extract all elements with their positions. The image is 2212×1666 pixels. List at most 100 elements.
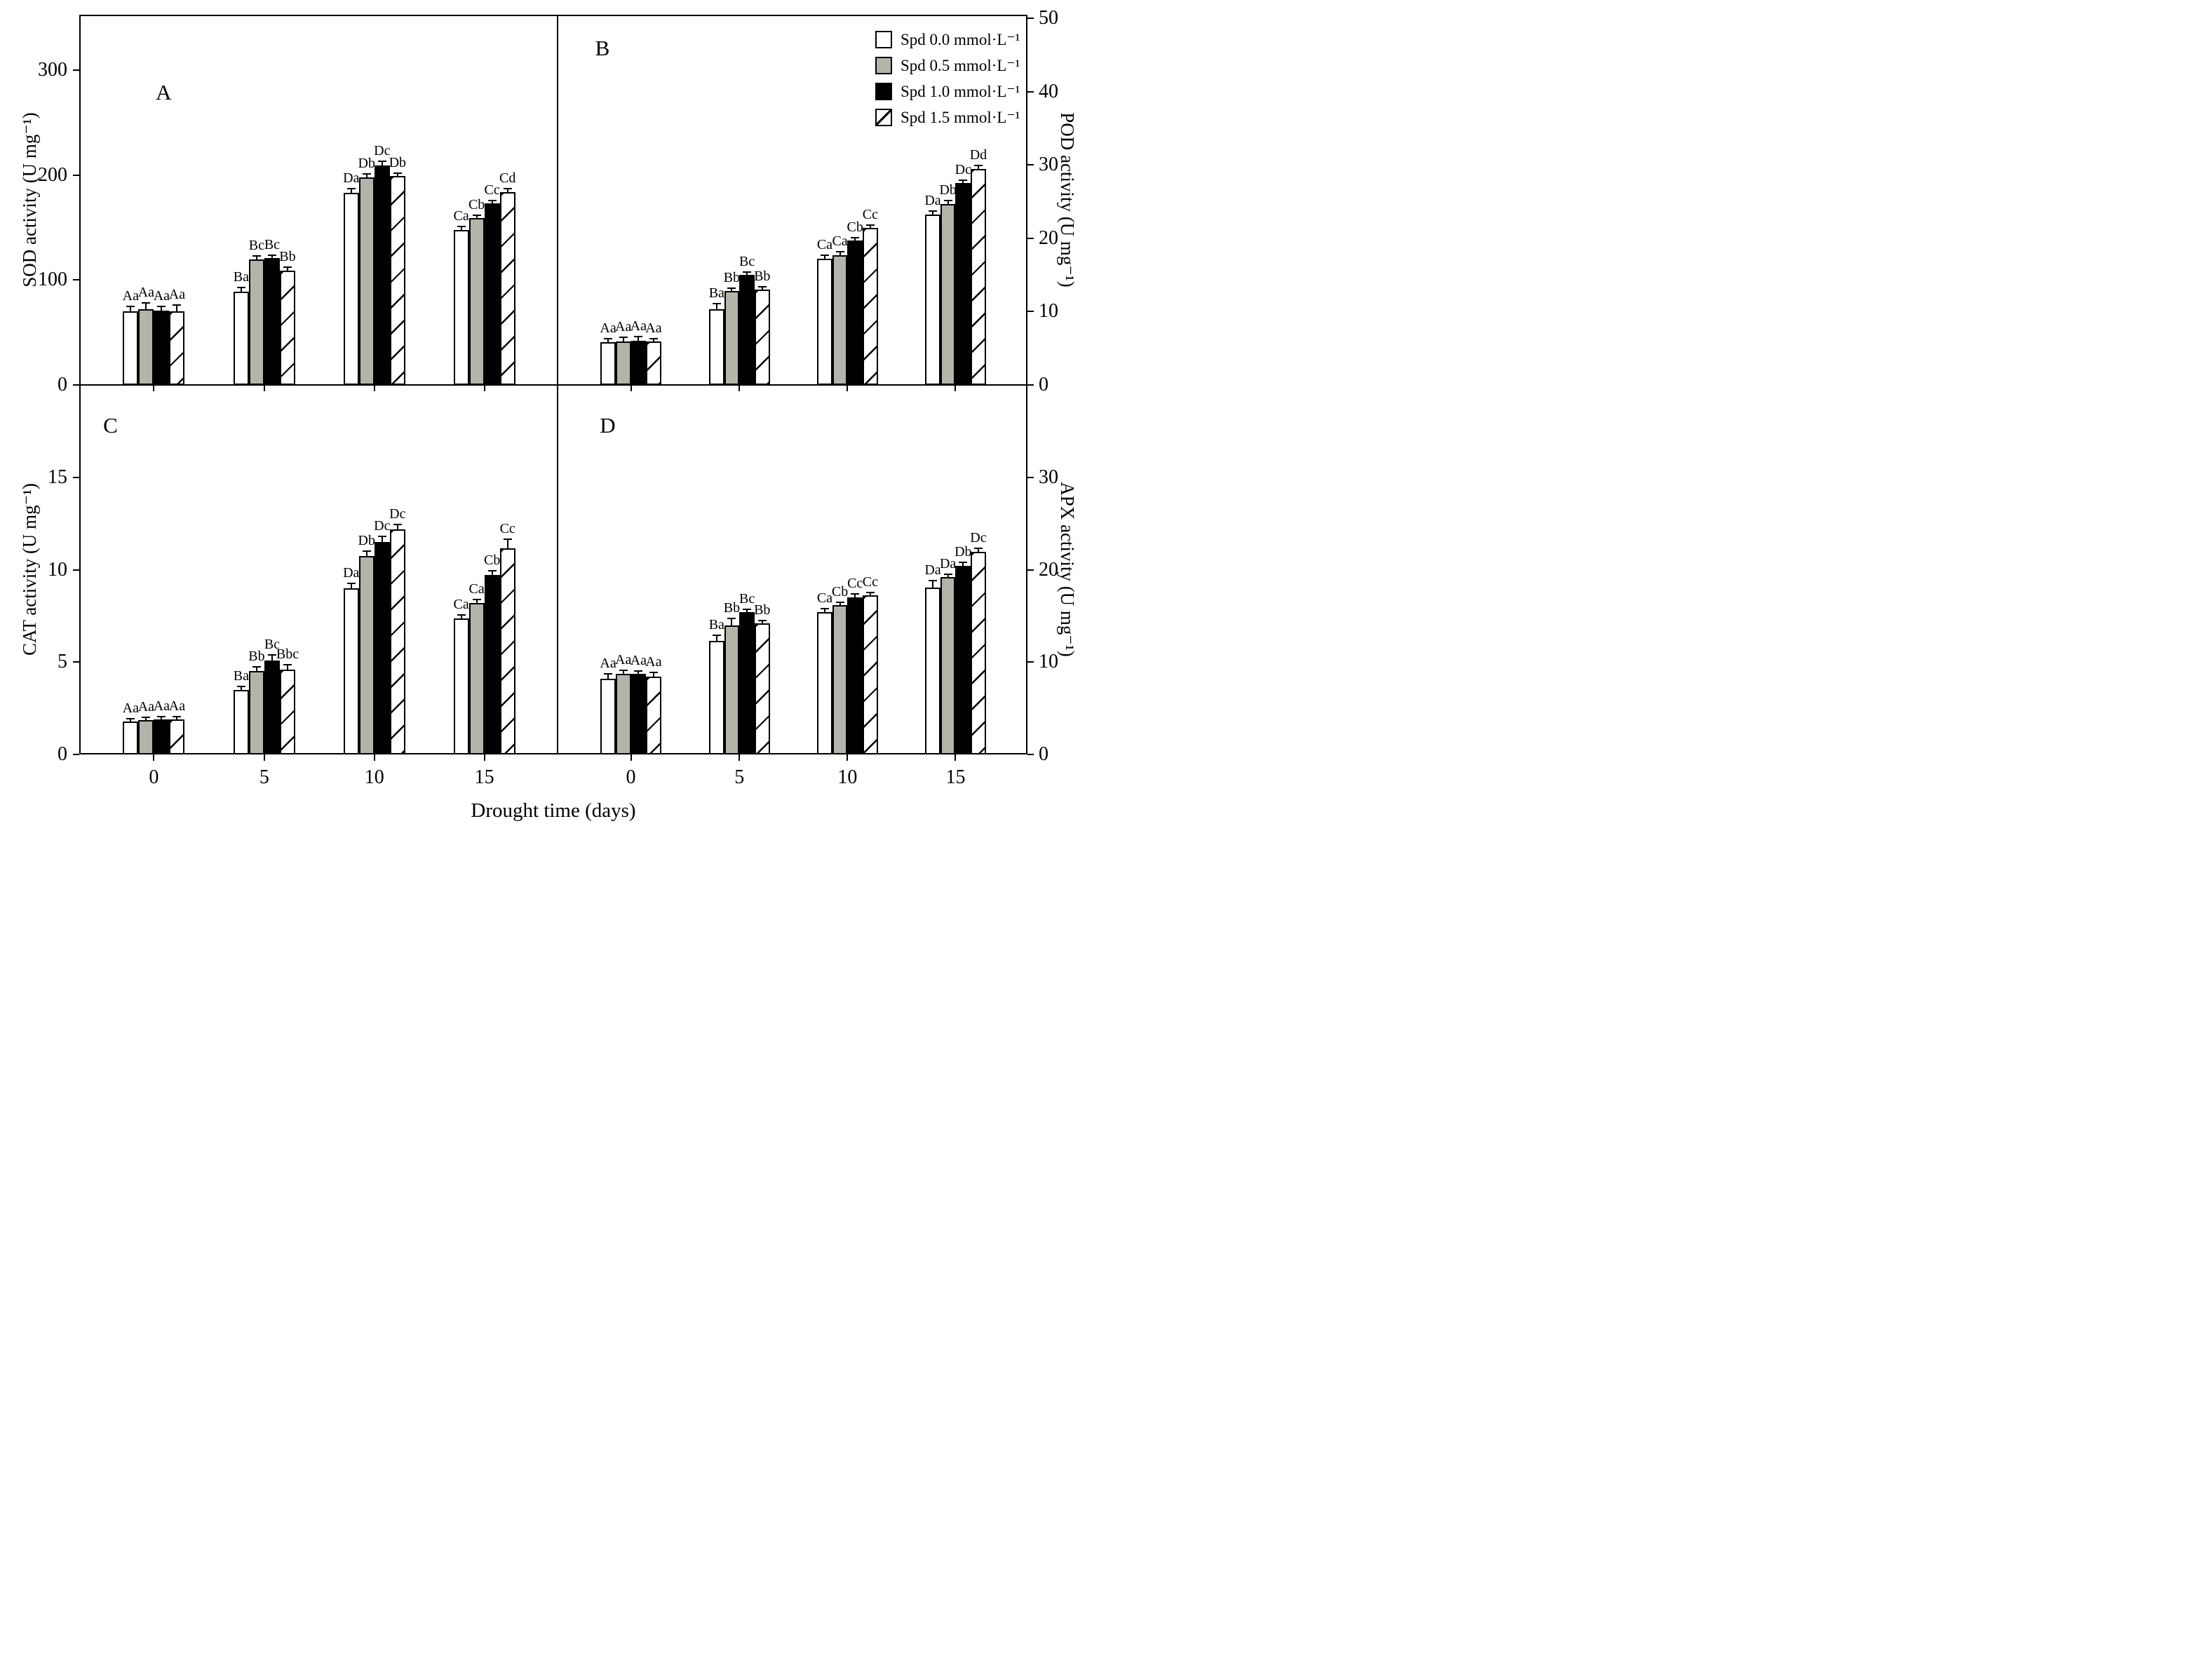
significance-letter-D-2-1: Cb xyxy=(831,583,849,600)
panel-A: A 0 100 200 300 Aa Ba Da Ca Aa Bc Db Cb Aa Bc Dc Cc Aa Bb D… xyxy=(38,15,558,395)
error-bar-cap-C-0-0 xyxy=(126,717,135,719)
y-tick-D-30 xyxy=(1027,476,1034,478)
significance-letter-A-1-1: Bc xyxy=(248,238,265,254)
significance-letter-C-1-3: Bbc xyxy=(276,646,299,663)
y-tick-B-50 xyxy=(1027,18,1034,20)
error-bar-cap-C-3-0 xyxy=(457,614,466,616)
significance-letter-C-2-3: Dc xyxy=(389,506,406,522)
bar-B-day10-hatch xyxy=(863,228,878,385)
y-tick-label-B-20: 20 xyxy=(1039,226,1058,249)
significance-letter-D-0-0: Aa xyxy=(600,656,616,672)
error-bar-cap-A-0-0 xyxy=(126,305,135,307)
error-bar-cap-D-2-2 xyxy=(851,592,860,595)
error-bar-cap-C-2-0 xyxy=(346,583,356,585)
error-bar-cap-A-2-2 xyxy=(377,161,386,163)
significance-letter-C-1-0: Ba xyxy=(233,668,249,684)
error-bar-cap-B-3-3 xyxy=(973,165,983,167)
x-tick-C-15 xyxy=(483,754,485,761)
error-bar-cap-A-2-0 xyxy=(346,188,356,190)
error-bar-C-3-1 xyxy=(476,599,478,603)
error-bar-B-1-3 xyxy=(761,286,763,290)
x-tick-A-5 xyxy=(263,385,265,391)
error-bar-cap-A-0-1 xyxy=(142,302,151,304)
error-bar-B-0-1 xyxy=(622,337,624,342)
error-bar-cap-D-1-1 xyxy=(727,618,736,620)
bar-B-day5-hatch xyxy=(754,290,770,385)
legend-label: Spd 0.5 mmol·L⁻¹ xyxy=(901,56,1020,74)
error-bar-D-0-2 xyxy=(638,671,640,675)
bar-A-day0-white xyxy=(123,311,139,385)
bar-D-day0-black xyxy=(630,674,647,754)
significance-letter-A-1-0: Ba xyxy=(233,269,249,285)
legend-swatch-white-icon xyxy=(875,31,892,48)
significance-letter-A-0-3: Aa xyxy=(168,287,186,303)
error-bar-D-2-0 xyxy=(823,608,825,613)
significance-letter-C-0-0: Aa xyxy=(122,700,140,716)
error-bar-A-1-2 xyxy=(271,255,273,258)
bar-B-day0-gray xyxy=(615,341,631,385)
significance-letter-D-3-2: Db xyxy=(955,543,972,560)
panel-B: B 0 10 20 30 40 50 Aa Ba Ca Da Aa Bb Ca Db Aa Bc Cb Dc Aa Bb… xyxy=(558,8,1058,395)
error-bar-D-1-1 xyxy=(731,618,733,625)
bar-C-day5-white xyxy=(233,689,249,754)
significance-letter-B-0-3: Aa xyxy=(645,320,662,337)
bar-B-day5-black xyxy=(739,275,755,385)
x-tick-D-5 xyxy=(739,754,741,761)
x-tick-A-15 xyxy=(483,385,485,391)
error-bar-cap-C-2-1 xyxy=(362,550,371,553)
x-tick-label-C-15: 15 xyxy=(474,766,494,788)
y-tick-label-B-30: 30 xyxy=(1039,154,1058,176)
bar-D-day10-gray xyxy=(832,604,848,754)
bar-A-day10-black xyxy=(374,165,390,385)
error-bar-cap-B-0-3 xyxy=(649,338,658,340)
bar-A-day15-black xyxy=(484,203,500,385)
error-bar-cap-C-0-1 xyxy=(142,717,151,719)
error-bar-C-2-3 xyxy=(396,524,398,529)
significance-letter-D-3-1: Da xyxy=(939,556,957,572)
error-bar-B-3-1 xyxy=(947,200,949,204)
bar-A-day10-hatch xyxy=(389,176,405,385)
error-bar-C-3-0 xyxy=(460,615,462,619)
significance-letter-D-1-2: Bc xyxy=(739,591,755,607)
significance-letter-B-0-0: Aa xyxy=(600,320,616,337)
bar-D-day15-hatch xyxy=(971,552,986,754)
significance-letter-B-2-3: Cc xyxy=(862,207,878,223)
error-bar-A-2-1 xyxy=(365,174,367,177)
error-bar-cap-A-1-0 xyxy=(236,286,245,288)
bar-B-day10-gray xyxy=(832,255,848,385)
significance-letter-B-1-1: Bb xyxy=(723,269,741,285)
legend-label: Spd 1.0 mmol·L⁻¹ xyxy=(901,82,1020,100)
bar-C-day10-gray xyxy=(358,555,375,754)
error-bar-A-0-2 xyxy=(161,306,163,311)
legend-item-spd-1.0: Spd 1.0 mmol·L⁻¹ xyxy=(875,79,1020,104)
error-bar-cap-B-2-2 xyxy=(851,236,860,238)
error-bar-C-1-1 xyxy=(255,666,257,672)
y-tick-A-0 xyxy=(73,384,79,386)
x-tick-D-10 xyxy=(847,754,849,761)
bar-C-day10-hatch xyxy=(389,529,405,754)
x-tick-label-C-10: 10 xyxy=(364,766,384,788)
error-bar-C-2-2 xyxy=(381,536,383,542)
y-tick-label-D-10: 10 xyxy=(1039,651,1058,673)
bar-B-day15-black xyxy=(955,183,971,385)
error-bar-cap-C-3-3 xyxy=(503,539,512,541)
error-bar-cap-A-3-1 xyxy=(472,214,481,216)
bar-A-day15-gray xyxy=(468,218,485,385)
bar-B-day0-black xyxy=(630,341,647,385)
error-bar-cap-D-0-2 xyxy=(634,670,643,672)
y-tick-A-100 xyxy=(73,279,79,281)
y-tick-label-C-15: 15 xyxy=(48,466,67,488)
error-bar-A-1-1 xyxy=(255,256,257,259)
significance-letter-A-2-1: Db xyxy=(358,156,375,172)
y-tick-label-B-50: 50 xyxy=(1039,7,1058,29)
error-bar-D-3-2 xyxy=(962,562,964,567)
error-bar-B-1-0 xyxy=(715,303,717,310)
bar-D-day10-black xyxy=(847,597,863,754)
error-bar-D-3-3 xyxy=(977,548,979,553)
error-bar-cap-D-1-0 xyxy=(712,635,721,637)
significance-letter-D-3-3: Dc xyxy=(970,530,987,546)
error-bar-D-0-0 xyxy=(607,674,609,679)
x-tick-label-D-5: 5 xyxy=(734,766,745,788)
y-tick-label-B-10: 10 xyxy=(1039,300,1058,323)
error-bar-D-1-0 xyxy=(715,635,717,641)
